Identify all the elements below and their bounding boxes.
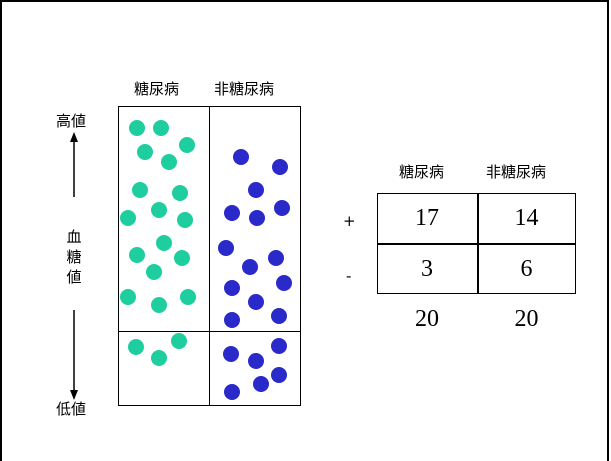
cell-negative-non-diabetes: 6	[520, 256, 533, 282]
cell-negative-diabetes: 3	[421, 256, 433, 282]
cell-positive-diabetes: 17	[415, 205, 439, 231]
diabetes-dot	[132, 182, 148, 198]
diabetes-dot	[146, 264, 162, 280]
diabetes-dot	[137, 144, 153, 160]
diabetes-dot	[177, 212, 193, 228]
table-horizontal-divider	[377, 243, 576, 245]
down-arrow-head	[70, 390, 78, 400]
diabetes-dot	[153, 120, 169, 136]
diabetes-dot	[120, 210, 136, 226]
non-diabetes-dot	[224, 280, 240, 296]
non-diabetes-dot	[223, 346, 239, 362]
non-diabetes-dot	[218, 240, 234, 256]
non-diabetes-column-box	[209, 106, 301, 406]
total-diabetes: 20	[415, 306, 439, 332]
axis-label-char-2: 糖	[66, 248, 82, 266]
total-non-diabetes: 20	[514, 306, 539, 332]
non-diabetes-dot	[271, 338, 287, 354]
diabetes-dot	[179, 137, 195, 153]
axis-arrows	[70, 132, 78, 400]
non-diabetes-dot	[242, 259, 258, 275]
diabetes-dot	[129, 247, 145, 263]
non-diabetes-dot	[276, 275, 292, 291]
non-diabetes-dot	[249, 210, 265, 226]
cell-positive-non-diabetes: 14	[514, 205, 539, 231]
axis-low-label: 低値	[56, 400, 87, 418]
axis-label-char-3: 値	[66, 268, 82, 286]
left-header-non-diabetes: 非糖尿病	[214, 80, 275, 98]
non-diabetes-dot	[248, 294, 264, 310]
diabetes-dot	[172, 185, 188, 201]
axis-label-char-1: 血	[66, 228, 82, 246]
non-diabetes-dot	[224, 205, 240, 221]
table-header-non-diabetes: 非糖尿病	[486, 163, 547, 181]
non-diabetes-dot	[274, 200, 290, 216]
non-diabetes-dot	[253, 376, 269, 392]
diabetes-dot	[174, 250, 190, 266]
row-sign-positive: +	[343, 212, 356, 230]
cutoff-line	[118, 331, 301, 332]
non-diabetes-dot	[224, 384, 240, 400]
non-diabetes-dot	[248, 182, 264, 198]
non-diabetes-dot	[248, 353, 264, 369]
non-diabetes-dot	[272, 159, 288, 175]
non-diabetes-dot	[271, 367, 287, 383]
left-header-diabetes: 糖尿病	[134, 80, 180, 98]
diabetes-dot	[156, 235, 172, 251]
diabetes-dot	[128, 339, 144, 355]
diabetes-dot	[151, 202, 167, 218]
up-arrow-head	[70, 132, 78, 142]
table-header-diabetes: 糖尿病	[399, 163, 445, 181]
diabetes-dot	[129, 120, 145, 136]
diabetes-dot	[171, 333, 187, 349]
axis-high-label: 高値	[56, 112, 87, 130]
non-diabetes-dot	[224, 312, 240, 328]
diabetes-dot	[161, 154, 177, 170]
non-diabetes-dot	[271, 308, 287, 324]
non-diabetes-dot	[233, 149, 249, 165]
diabetes-dot	[151, 297, 167, 313]
diabetes-dot	[151, 350, 167, 366]
diabetes-dot	[120, 289, 136, 305]
diabetes-dot	[180, 289, 196, 305]
row-sign-negative: -	[346, 267, 352, 285]
non-diabetes-dot	[268, 250, 284, 266]
